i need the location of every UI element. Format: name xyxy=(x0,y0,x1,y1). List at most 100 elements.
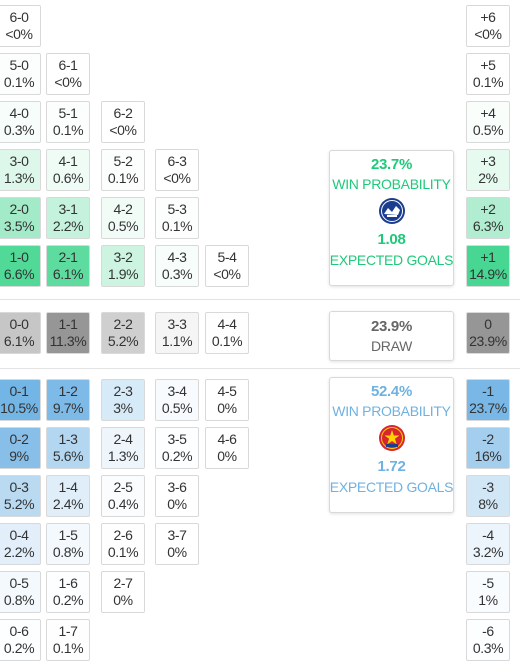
probability-label: 0.3% xyxy=(3,122,35,138)
away-expected-goals-label: EXPECTED GOALS xyxy=(329,479,454,495)
probability-label: 3.5% xyxy=(3,218,35,234)
scoreline-cell: 6-1 <0% xyxy=(46,53,90,95)
probability-label: 0.2% xyxy=(161,448,193,464)
margin-cell: +2 6.3% xyxy=(466,197,510,239)
draw-percentage: 23.9% xyxy=(370,318,413,335)
scoreline-cell: 0-0 6.1% xyxy=(0,312,41,354)
score-label: 4-2 xyxy=(113,201,133,217)
score-label: 2-6 xyxy=(113,527,133,543)
section-divider xyxy=(0,299,520,300)
scoreline-cell: 2-5 0.4% xyxy=(101,475,145,517)
scoreline-cell: 4-3 0.3% xyxy=(155,245,199,287)
score-label: 0-1 xyxy=(9,383,29,399)
score-label: 2-7 xyxy=(113,575,133,591)
home-win-percentage: 23.7% xyxy=(370,156,413,173)
scoreline-cell: 0-4 2.2% xyxy=(0,523,41,565)
score-label: -3 xyxy=(482,479,494,495)
scoreline-cell: 3-5 0.2% xyxy=(155,427,199,469)
probability-label: 1.3% xyxy=(107,448,139,464)
probability-label: 0.5% xyxy=(161,400,193,416)
scoreline-cell: 6-0 <0% xyxy=(0,5,41,47)
probability-label: 16% xyxy=(474,448,502,464)
scoreline-cell: 5-3 0.1% xyxy=(155,197,199,239)
score-label: 0-3 xyxy=(9,479,29,495)
probability-label: 0.6% xyxy=(52,170,84,186)
probability-label: 10.5% xyxy=(0,400,38,416)
probability-label: 0% xyxy=(217,400,237,416)
score-label: +2 xyxy=(480,201,496,217)
score-label: 4-1 xyxy=(58,153,78,169)
away-win-label: WIN PROBABILITY xyxy=(332,403,451,419)
home-expected-goals-label: EXPECTED GOALS xyxy=(329,252,454,268)
margin-cell: +4 0.5% xyxy=(466,101,510,143)
probability-label: 0.1% xyxy=(107,170,139,186)
draw-label: DRAW xyxy=(370,338,413,354)
probability-label: 0% xyxy=(217,448,237,464)
score-label: 1-5 xyxy=(58,527,78,543)
probability-label: 0.5% xyxy=(472,122,504,138)
scoreline-cell: 6-2 <0% xyxy=(101,101,145,143)
margin-cell: 0 23.9% xyxy=(466,312,510,354)
score-label: 4-4 xyxy=(217,316,237,332)
probability-label: 0.4% xyxy=(107,496,139,512)
probability-label: 0.2% xyxy=(3,640,35,656)
probability-label: 6.3% xyxy=(472,218,504,234)
probability-label: 0.1% xyxy=(161,218,193,234)
scoreline-cell: 3-3 1.1% xyxy=(155,312,199,354)
draw-panel: 23.9% DRAW xyxy=(329,311,454,361)
score-label: -4 xyxy=(482,527,494,543)
scoreline-cell: 0-2 9% xyxy=(0,427,41,469)
home-win-label: WIN PROBABILITY xyxy=(332,176,451,192)
probability-label: 0.2% xyxy=(52,592,84,608)
probability-label: 0.1% xyxy=(107,544,139,560)
probability-label: 6.1% xyxy=(52,266,84,282)
score-label: 0-2 xyxy=(9,431,29,447)
scoreline-cell: 5-1 0.1% xyxy=(46,101,90,143)
probability-label: 2.2% xyxy=(52,218,84,234)
score-label: 3-4 xyxy=(167,383,187,399)
probability-label: 0.8% xyxy=(3,592,35,608)
score-label: 1-1 xyxy=(58,316,78,332)
scoreline-cell: 4-0 0.3% xyxy=(0,101,41,143)
score-label: 0 xyxy=(484,316,492,332)
scoreline-cell: 2-1 6.1% xyxy=(46,245,90,287)
score-label: 6-3 xyxy=(167,153,187,169)
scoreline-cell: 0-5 0.8% xyxy=(0,571,41,613)
score-label: 5-2 xyxy=(113,153,133,169)
margin-cell: -3 8% xyxy=(466,475,510,517)
score-label: 4-6 xyxy=(217,431,237,447)
probability-label: 0.3% xyxy=(161,266,193,282)
probability-label: 6.6% xyxy=(3,266,35,282)
score-label: 2-0 xyxy=(9,201,29,217)
scoreline-cell: 4-5 0% xyxy=(205,379,249,421)
team-crest-icon xyxy=(378,198,405,224)
probability-label: 5.2% xyxy=(107,333,139,349)
scoreline-cell: 2-4 1.3% xyxy=(101,427,145,469)
probability-label: 1.9% xyxy=(107,266,139,282)
scoreline-cell: 1-1 11.3% xyxy=(46,312,90,354)
away-expected-goals-value: 1.72 xyxy=(377,458,406,475)
scoreline-cell: 4-4 0.1% xyxy=(205,312,249,354)
scoreline-cell: 1-6 0.2% xyxy=(46,571,90,613)
probability-label: 5.6% xyxy=(52,448,84,464)
probability-label: 0.5% xyxy=(107,218,139,234)
score-label: 4-0 xyxy=(9,105,29,121)
score-label: 1-0 xyxy=(9,249,29,265)
scoreline-cell: 2-6 0.1% xyxy=(101,523,145,565)
score-label: 1-3 xyxy=(58,431,78,447)
score-label: 3-5 xyxy=(167,431,187,447)
probability-label: 0.1% xyxy=(52,122,84,138)
probability-label: 23.7% xyxy=(469,400,507,416)
scoreline-cell: 0-3 5.2% xyxy=(0,475,41,517)
scoreline-cell: 3-4 0.5% xyxy=(155,379,199,421)
probability-label: <0% xyxy=(109,122,137,138)
probability-label: <0% xyxy=(54,74,82,90)
away-win-panel: 52.4% WIN PROBABILITY 1.72 EXPECTED GOAL… xyxy=(329,377,454,513)
score-label: 6-0 xyxy=(9,9,29,25)
probability-label: <0% xyxy=(213,266,241,282)
score-label: +1 xyxy=(480,249,496,265)
probability-label: <0% xyxy=(163,170,191,186)
margin-cell: +6 <0% xyxy=(466,5,510,47)
margin-cell: +1 14.9% xyxy=(466,245,510,287)
score-label: 1-7 xyxy=(58,623,78,639)
